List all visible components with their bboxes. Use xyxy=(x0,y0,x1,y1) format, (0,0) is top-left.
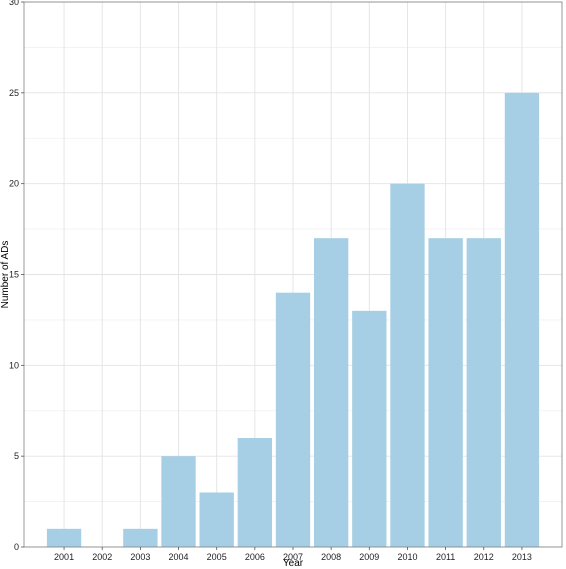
x-tick-label: 2005 xyxy=(207,552,227,562)
y-tick-label: 5 xyxy=(14,451,19,461)
bar-2005 xyxy=(199,492,234,547)
y-tick-label: 0 xyxy=(14,542,19,552)
y-tick-label: 20 xyxy=(9,179,19,189)
bar-2006 xyxy=(237,438,273,547)
bar-2011 xyxy=(428,238,463,547)
bar-2009 xyxy=(352,310,387,547)
x-tick-label: 2009 xyxy=(359,552,379,562)
x-tick-label: 2012 xyxy=(474,552,494,562)
bar-2003 xyxy=(123,528,158,547)
bar-2010 xyxy=(390,183,425,547)
bar-2013 xyxy=(504,92,540,547)
bar-2012 xyxy=(466,238,501,547)
x-tick-label: 2008 xyxy=(321,552,341,562)
x-tick-label: 2007 xyxy=(283,552,303,562)
x-tick-label: 2006 xyxy=(245,552,265,562)
y-tick-label: 10 xyxy=(9,360,19,370)
y-tick-label: 15 xyxy=(9,270,19,280)
y-tick-label: 30 xyxy=(9,0,19,7)
bar-2008 xyxy=(313,238,349,547)
y-axis-title: Number of ADs xyxy=(0,241,11,309)
x-tick-label: 2003 xyxy=(130,552,150,562)
bars xyxy=(46,92,540,547)
x-tick-label: 2010 xyxy=(397,552,417,562)
x-tick-label: 2002 xyxy=(92,552,112,562)
x-axis-ticks: 2001 2002 2003 2004 2005 2006 2007 2008 2009 2010… xyxy=(54,547,532,562)
x-tick-label: 2004 xyxy=(169,552,189,562)
x-tick-label: 2001 xyxy=(54,552,74,562)
bar-2004 xyxy=(161,456,196,547)
y-tick-label: 25 xyxy=(9,88,19,98)
y-axis-ticks: 0 5 10 15 20 25 30 xyxy=(9,0,24,552)
x-tick-label: 2013 xyxy=(512,552,532,562)
x-tick-label: 2011 xyxy=(436,552,455,562)
bar-2007 xyxy=(275,292,311,547)
x-axis-title: Year xyxy=(283,558,304,569)
bar-2001 xyxy=(46,528,82,547)
